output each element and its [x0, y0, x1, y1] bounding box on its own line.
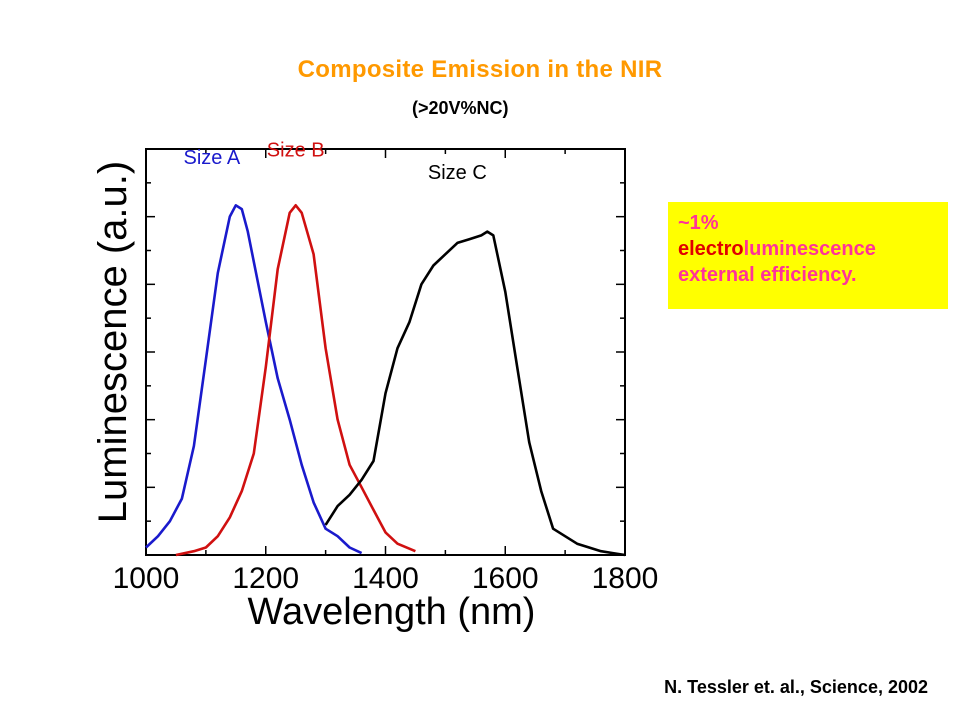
citation: N. Tessler et. al., Science, 2002	[664, 677, 928, 697]
x-tick-label: 1800	[592, 562, 659, 595]
x-tick-label: 1400	[352, 562, 419, 595]
note-electro: electro	[678, 238, 744, 260]
efficiency-note: ~1% electroluminescence external efficie…	[668, 202, 948, 309]
x-tick-label: 1200	[232, 562, 299, 595]
note-line-1: ~1%	[678, 212, 719, 234]
note-line-3: external efficiency.	[678, 264, 857, 286]
slide-title: Composite Emission in the NIR	[297, 56, 663, 83]
series-label-2: Size B	[267, 139, 325, 161]
slide-subtitle: (>20V%NC)	[412, 98, 509, 118]
x-tick-label: 1600	[472, 562, 539, 595]
series-label-1: Size A	[184, 147, 241, 169]
note-line-2: electroluminescence	[678, 236, 938, 262]
series-line-3	[324, 230, 626, 557]
x-tick-label: 1000	[113, 562, 180, 595]
x-axis-label: Wavelength (nm)	[248, 591, 536, 633]
y-axis-label: Luminescence (a.u.)	[91, 161, 135, 523]
plot-frame	[145, 148, 626, 556]
series-line-1	[145, 204, 363, 555]
series-label-3: Size C	[428, 162, 487, 184]
series-line-2	[175, 204, 416, 557]
note-luminescence: luminescence	[743, 238, 876, 260]
